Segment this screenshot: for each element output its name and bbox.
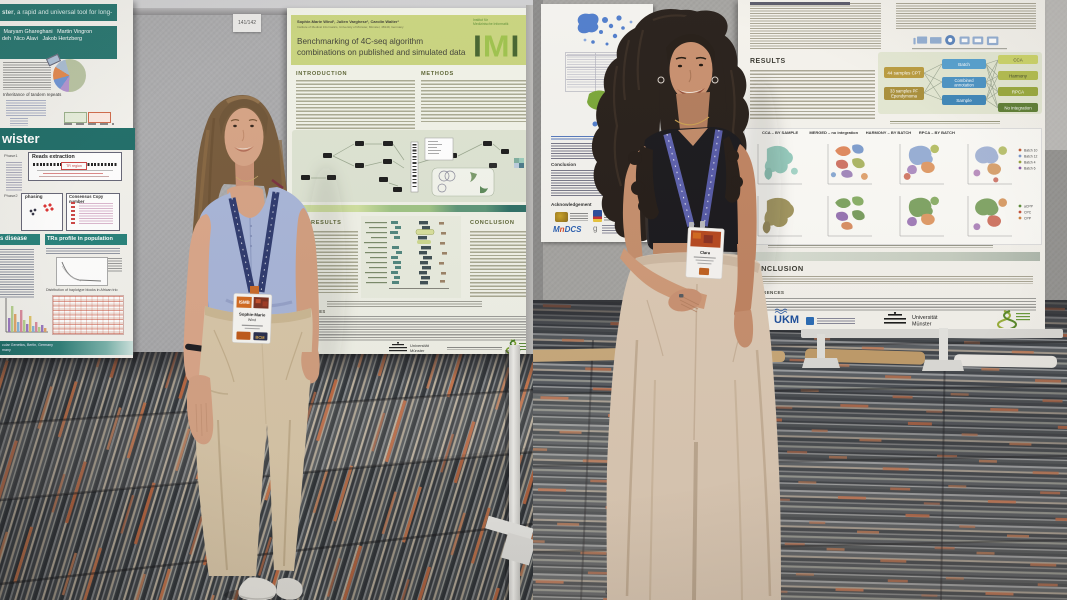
- svg-text:CCA: CCA: [1013, 57, 1022, 62]
- svg-text:Clara: Clara: [700, 250, 711, 256]
- svg-text:CPC: CPC: [1024, 210, 1032, 214]
- svg-text:ISMB: ISMB: [239, 300, 251, 305]
- svg-text:Batch 10: Batch 10: [1024, 148, 1037, 152]
- svg-text:Batch: Batch: [958, 62, 970, 67]
- svg-text:Batch 6: Batch 6: [1024, 166, 1036, 170]
- svg-text:Batch 4: Batch 4: [1024, 160, 1036, 164]
- svg-text:44 samples CPT: 44 samples CPT: [887, 71, 921, 76]
- svg-text:RPCA: RPCA: [1012, 89, 1024, 94]
- svg-text:Universität: Universität: [912, 315, 938, 321]
- svg-text:No integration: No integration: [1004, 105, 1032, 110]
- svg-text:Harmony: Harmony: [1009, 73, 1028, 78]
- svg-text:Combined: Combined: [954, 78, 974, 83]
- svg-text:Münster: Münster: [912, 322, 932, 328]
- svg-text:BCM: BCM: [255, 335, 265, 340]
- svg-text:Universität: Universität: [410, 343, 430, 348]
- svg-text:Batch 12: Batch 12: [1024, 154, 1037, 158]
- svg-text:CPP: CPP: [1024, 216, 1032, 220]
- svg-text:Ependymoma: Ependymoma: [891, 94, 918, 99]
- svg-text:Sample: Sample: [956, 98, 972, 103]
- svg-text:Wind: Wind: [248, 318, 256, 322]
- svg-text:33 samples PF: 33 samples PF: [890, 89, 918, 94]
- svg-text:Münster: Münster: [410, 348, 425, 353]
- svg-text:Sophie-Marie: Sophie-Marie: [239, 312, 266, 318]
- svg-text:aCPP: aCPP: [1024, 204, 1034, 208]
- svg-text:annotation: annotation: [954, 83, 974, 88]
